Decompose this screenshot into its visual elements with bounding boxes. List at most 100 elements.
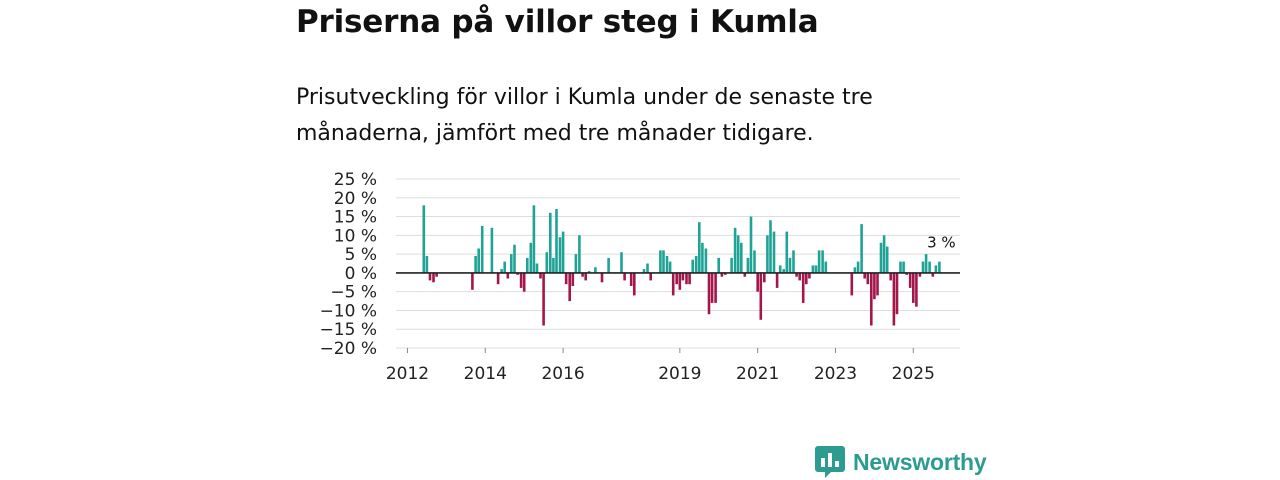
bar xyxy=(600,272,604,283)
bar xyxy=(539,272,542,279)
x-tick-label: 2014 xyxy=(464,364,507,384)
bar xyxy=(753,250,756,273)
bar xyxy=(792,250,795,273)
bar xyxy=(885,246,889,273)
bar xyxy=(519,272,523,288)
y-tick-label: −20 % xyxy=(320,339,377,359)
bar xyxy=(863,272,866,279)
bar xyxy=(821,250,824,273)
bar xyxy=(924,254,928,273)
bar xyxy=(733,227,737,273)
bar xyxy=(681,272,685,281)
bar xyxy=(659,250,662,273)
bar xyxy=(623,272,626,281)
bar xyxy=(928,261,931,273)
bar xyxy=(490,227,494,273)
bar xyxy=(817,250,821,273)
bar xyxy=(746,257,750,273)
newsworthy-logo-text: Newsworthy xyxy=(853,448,987,475)
chart-subtitle: Prisutveckling för villor i Kumla under … xyxy=(296,85,873,146)
bar xyxy=(549,212,552,273)
bar xyxy=(934,265,938,273)
bar xyxy=(558,237,562,273)
bar xyxy=(782,269,785,273)
last-value-label: 3 % xyxy=(927,234,956,252)
bar xyxy=(646,263,649,273)
bar xyxy=(912,272,915,303)
bar xyxy=(805,272,808,285)
bar xyxy=(736,235,740,273)
x-tick-label: 2023 xyxy=(814,364,857,384)
bar xyxy=(425,256,429,273)
bar xyxy=(529,242,533,273)
bar xyxy=(581,272,584,277)
bar xyxy=(552,257,555,273)
bar xyxy=(477,248,480,273)
y-tick-label: −10 % xyxy=(320,301,377,321)
bar xyxy=(555,209,558,273)
bar xyxy=(795,272,798,277)
bar xyxy=(471,272,474,290)
y-tick-label: 25 % xyxy=(334,170,377,190)
bar xyxy=(694,256,698,273)
bar xyxy=(496,272,500,285)
bar xyxy=(474,256,477,273)
bar xyxy=(649,272,652,281)
newsworthy-logo-icon xyxy=(815,446,845,478)
bar xyxy=(668,261,672,273)
bar xyxy=(710,272,714,303)
bar xyxy=(759,272,763,320)
bar xyxy=(743,272,747,277)
y-tick-label: −15 % xyxy=(320,320,377,340)
bar xyxy=(908,272,912,288)
y-tick-label: 15 % xyxy=(334,208,377,228)
bar xyxy=(931,272,935,277)
bar xyxy=(506,272,510,279)
newsworthy-logo[interactable]: Newsworthy xyxy=(815,446,987,478)
bar xyxy=(665,256,669,273)
bar xyxy=(889,272,892,281)
bar xyxy=(714,272,717,303)
bar xyxy=(510,254,513,273)
bar xyxy=(574,254,578,273)
bar xyxy=(513,244,516,273)
bar xyxy=(629,272,633,286)
bar xyxy=(688,272,691,285)
x-tick-label: 2021 xyxy=(736,364,779,384)
y-tick-label: 20 % xyxy=(334,189,377,209)
bar xyxy=(811,265,815,273)
bar xyxy=(422,205,426,273)
bar xyxy=(587,271,591,273)
x-tick-label: 2012 xyxy=(386,364,429,384)
bar xyxy=(542,272,545,326)
bar xyxy=(671,272,675,296)
y-tick-label: −5 % xyxy=(330,283,377,303)
bar xyxy=(860,224,863,273)
bar xyxy=(915,272,918,307)
bar xyxy=(545,252,549,273)
bar xyxy=(642,269,646,273)
x-tick-label: 2025 xyxy=(892,364,935,384)
bar xyxy=(532,205,536,273)
bar xyxy=(769,220,772,273)
bar xyxy=(778,265,782,273)
bar xyxy=(516,272,519,275)
bar xyxy=(701,242,704,273)
bar-layer xyxy=(422,205,941,326)
bar xyxy=(691,259,694,273)
bar xyxy=(522,272,526,292)
bar xyxy=(730,257,733,273)
bar xyxy=(717,257,720,273)
grid-layer xyxy=(396,178,960,349)
bar xyxy=(698,222,701,273)
bar xyxy=(432,272,435,283)
bar xyxy=(814,265,818,273)
bar xyxy=(584,272,587,281)
bar xyxy=(594,267,597,273)
bar xyxy=(564,272,568,285)
chart-title: Priserna på villor steg i Kumla xyxy=(296,4,819,40)
bar xyxy=(892,272,896,326)
bar xyxy=(428,272,432,281)
bar xyxy=(801,272,805,303)
bar xyxy=(899,261,902,273)
